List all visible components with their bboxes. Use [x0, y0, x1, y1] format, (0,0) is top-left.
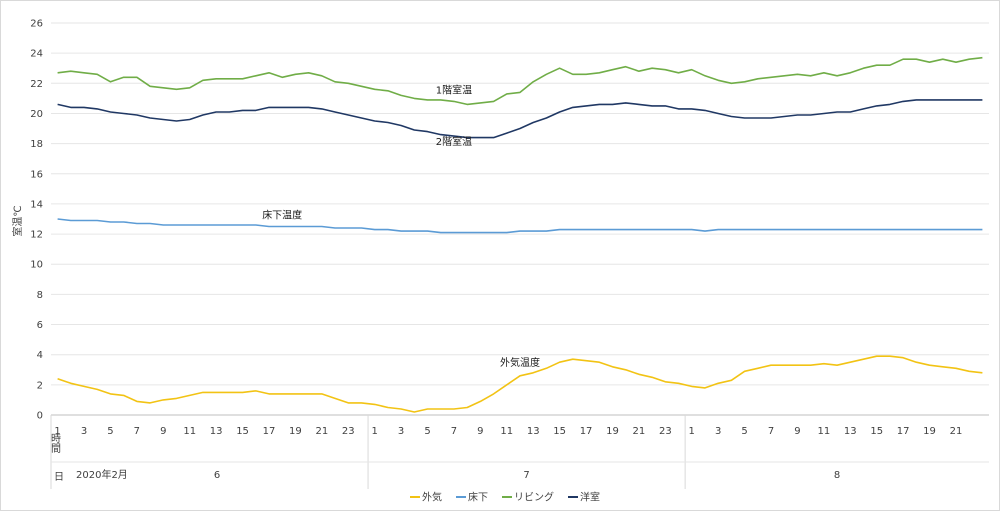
y-tick-label: 26: [30, 19, 43, 30]
x-tick-label: 15: [236, 426, 249, 437]
x-tick-label: 13: [844, 426, 857, 437]
y-tick-label: 22: [30, 79, 43, 90]
y-tick-label: 18: [30, 139, 43, 150]
legend-label: リビング: [514, 491, 554, 504]
y-tick-label: 12: [30, 230, 43, 241]
series-line-3: [57, 99, 983, 139]
x-tick-label: 9: [160, 426, 166, 437]
y-tick-label: 14: [30, 199, 43, 210]
x-tick-label: 19: [923, 426, 936, 437]
x-tick-label: 11: [183, 426, 196, 437]
day-label: 7: [523, 470, 529, 481]
legend: 外気 床下 リビング 洋室: [410, 491, 600, 504]
x-tick-label: 1: [371, 426, 377, 437]
x-tick-label: 23: [342, 426, 355, 437]
series-line-0: [57, 355, 983, 413]
y-tick-label: 2: [37, 380, 43, 391]
y-tick-label: 24: [30, 49, 43, 60]
series-annotation: 床下温度: [262, 209, 302, 222]
series-annotation: 外気温度: [500, 356, 540, 369]
x-tick-label: 5: [741, 426, 747, 437]
x-tick-label: 17: [580, 426, 593, 437]
x-tick-label: 5: [107, 426, 113, 437]
x-tick-label: 21: [315, 426, 328, 437]
y-tick-label: 16: [30, 169, 43, 180]
x-tick-label: 11: [500, 426, 513, 437]
series-line-2: [57, 56, 983, 106]
y-tick-label: 4: [37, 350, 43, 361]
x-tick-label: 13: [210, 426, 223, 437]
y-axis-label: 室温℃: [11, 205, 24, 236]
x-tick-label: 17: [263, 426, 276, 437]
x-tick-label: 15: [870, 426, 883, 437]
gridlines: [51, 22, 989, 416]
y-tick-label: 0: [37, 411, 43, 422]
x-tick-label: 17: [897, 426, 910, 437]
x-tick-label: 11: [817, 426, 830, 437]
y-tick-label: 6: [37, 320, 43, 331]
legend-label: 洋室: [580, 491, 600, 504]
annotations: 外気温度 床下温度 1階室温 2階室温: [262, 83, 540, 368]
x-tick-label: 5: [424, 426, 430, 437]
x-tick-label: 3: [715, 426, 721, 437]
series-lines: [57, 56, 983, 413]
series-annotation: 1階室温: [436, 83, 472, 96]
x-tick-label: 21: [950, 426, 963, 437]
legend-label: 床下: [468, 491, 488, 504]
series-line-1: [57, 218, 983, 234]
date-label: 2020年2月: [76, 468, 128, 481]
y-tick-label: 20: [30, 109, 43, 120]
series-annotation: 2階室温: [436, 135, 472, 148]
y-tick-label: 10: [30, 260, 43, 271]
x-tick-label: 1: [689, 426, 695, 437]
x-tick-label: 23: [659, 426, 672, 437]
axis-header-day: 日: [54, 472, 64, 483]
y-tick-label: 8: [37, 290, 43, 301]
x-tick-label: 7: [768, 426, 774, 437]
day-label: 8: [834, 470, 840, 481]
legend-label: 外気: [422, 491, 442, 504]
x-tick-label: 21: [633, 426, 646, 437]
x-tick-label: 13: [527, 426, 540, 437]
x-tick-label: 7: [134, 426, 140, 437]
x-tick-label: 9: [794, 426, 800, 437]
x-tick-label: 19: [606, 426, 619, 437]
x-tick-label: 3: [81, 426, 87, 437]
x-tick-label: 3: [398, 426, 404, 437]
x-tick-label: 19: [289, 426, 302, 437]
x-tick-label: 1: [54, 426, 60, 437]
day-label: 6: [214, 470, 220, 481]
x-tick-label: 15: [553, 426, 566, 437]
x-tick-label: 7: [451, 426, 457, 437]
x-tick-label: 9: [477, 426, 483, 437]
